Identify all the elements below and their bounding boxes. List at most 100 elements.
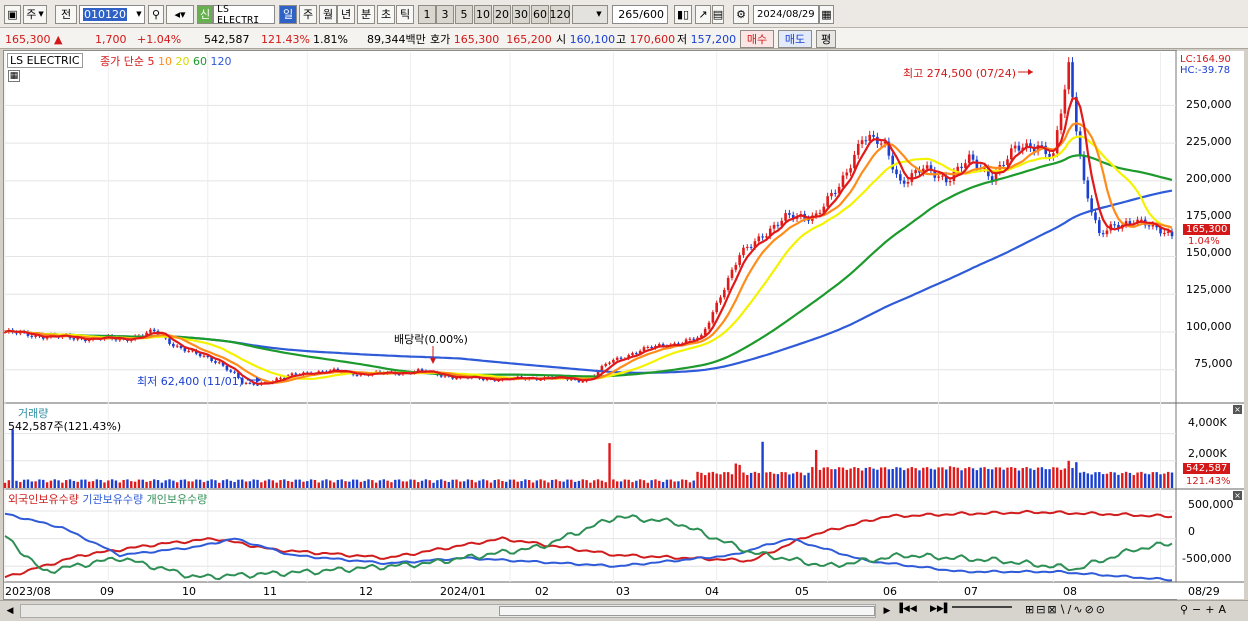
volume-bar — [1132, 475, 1135, 488]
count-field[interactable]: 265/600 — [612, 5, 668, 24]
scroll-right-icon[interactable]: ▶ — [883, 606, 891, 616]
buy-button[interactable]: 매수 — [740, 30, 774, 48]
ma-5-line — [4, 97, 1173, 385]
drawing-tools[interactable]: ⊞⊟⊠∖∕∿⊘⊙ — [1025, 603, 1108, 616]
period-day-button[interactable]: 일 — [279, 5, 297, 24]
eval-button[interactable]: 평 — [816, 30, 836, 48]
volume-bar — [883, 467, 887, 488]
volume-bar — [367, 479, 370, 488]
x-tick-label: 08/29 — [1188, 585, 1220, 598]
nav-first-icon[interactable]: ▐◀◀ — [896, 604, 917, 614]
volume-bar — [401, 481, 405, 488]
volume-bar — [68, 479, 72, 488]
volume-bar — [593, 480, 596, 488]
volume-bar — [1124, 471, 1128, 488]
volume-bar — [233, 482, 236, 488]
interval-select[interactable]: ▼ — [572, 5, 608, 24]
date-field[interactable]: 2024/08/29 — [753, 5, 819, 24]
volume-bar — [65, 480, 68, 488]
volume-bar — [788, 474, 791, 488]
scrollbar-thumb[interactable] — [499, 606, 875, 616]
volume-bar — [122, 479, 125, 488]
volume-bar — [191, 481, 194, 488]
candle-body — [443, 375, 447, 377]
candle-body — [1032, 148, 1036, 152]
stock-code-input[interactable]: 010120 — [79, 5, 145, 24]
volume-bar — [661, 481, 665, 488]
volume-bar — [1002, 469, 1005, 488]
y-tick-label: 125,000 — [1186, 283, 1232, 296]
draw-icon[interactable]: ↗ — [695, 5, 711, 24]
sell-button[interactable]: 매도 — [778, 30, 812, 48]
chevron-down-icon: ▼ — [596, 10, 602, 18]
volume-bar — [864, 467, 868, 488]
code-dropdown-icon[interactable]: ▼ — [136, 10, 142, 18]
volume-bar — [906, 468, 910, 488]
candle-body — [822, 206, 826, 213]
minute-20-button[interactable]: 20 — [493, 5, 511, 24]
x-tick: 04 — [705, 585, 719, 598]
table-icon[interactable]: ▦ — [8, 70, 20, 82]
bottom-toolbar: ◀ ▶ ▐◀◀ ▶▶▌ ⊞⊟⊠∖∕∿⊘⊙ ⚲−+A — [0, 600, 1248, 621]
prev-button[interactable]: 전 — [55, 5, 77, 24]
low-label: 저 — [677, 33, 688, 46]
candle-body — [1017, 145, 1021, 151]
minute-60-button[interactable]: 60 — [531, 5, 549, 24]
volume-bar — [769, 471, 772, 488]
volume-bar — [1166, 471, 1170, 488]
period-minute-button[interactable]: 분 — [357, 5, 375, 24]
candle-body — [833, 192, 837, 194]
candle-body — [853, 154, 856, 169]
close-icon[interactable]: × — [1233, 405, 1242, 414]
minute-30-button[interactable]: 30 — [512, 5, 530, 24]
volume-bar — [244, 481, 248, 488]
change-value: 1,700 — [95, 31, 127, 47]
candle-icon[interactable]: ▮▯ — [674, 5, 692, 24]
scrollbar-track[interactable] — [20, 604, 876, 618]
period-tick-button[interactable]: 틱 — [396, 5, 414, 24]
period-week-button[interactable]: 주 — [299, 5, 317, 24]
candle-body — [439, 375, 443, 377]
window-menu-icon[interactable]: ▣ — [4, 5, 21, 24]
sound-icon[interactable]: ◂▾ — [166, 5, 194, 24]
volume-bar — [554, 479, 558, 488]
minute-10-button[interactable]: 10 — [474, 5, 492, 24]
calendar-icon[interactable]: ▦ — [819, 5, 834, 24]
volume-bar — [531, 482, 535, 488]
minute-1-button[interactable]: 1 — [418, 5, 436, 24]
candle-body — [879, 143, 883, 145]
nav-last-icon[interactable]: ▶▶▌ — [930, 604, 951, 614]
individual-holding-line — [4, 514, 1173, 581]
gear-icon[interactable]: ⚙ — [733, 5, 749, 24]
minute-120-button[interactable]: 120 — [550, 5, 571, 24]
candle-body — [248, 382, 252, 384]
minute-3-button[interactable]: 3 — [436, 5, 454, 24]
volume-bar — [933, 469, 936, 488]
candle-body — [244, 382, 248, 384]
candle-body — [1124, 221, 1128, 226]
candle-body — [1055, 130, 1059, 154]
period-year-button[interactable]: 년 — [337, 5, 355, 24]
scroll-left-icon[interactable]: ◀ — [6, 606, 14, 616]
save-icon[interactable]: ▤ — [712, 5, 724, 24]
volume-bar — [172, 480, 175, 488]
candle-body — [887, 141, 891, 156]
y-tick-label: 150,000 — [1186, 246, 1232, 259]
change-pct-value: +1.04% — [137, 32, 182, 46]
zoom-slider[interactable] — [952, 606, 1012, 614]
market-select[interactable]: 주 ▼ — [23, 5, 47, 24]
volume-bar — [1025, 467, 1028, 488]
chart-area[interactable] — [3, 50, 1177, 600]
period-month-button[interactable]: 월 — [319, 5, 337, 24]
zoom-tools[interactable]: ⚲−+A — [1180, 603, 1231, 616]
volume-bar — [937, 467, 940, 488]
close-icon[interactable]: × — [1233, 491, 1242, 500]
search-icon[interactable]: ⚲ — [148, 5, 164, 24]
period-second-button[interactable]: 초 — [377, 5, 395, 24]
x-tick-label: 12 — [359, 585, 373, 598]
candle-body — [1094, 212, 1097, 221]
minute-5-button[interactable]: 5 — [455, 5, 473, 24]
candle-body — [1101, 233, 1105, 235]
market-label: 주 — [26, 8, 37, 21]
volume-bar — [420, 480, 424, 488]
